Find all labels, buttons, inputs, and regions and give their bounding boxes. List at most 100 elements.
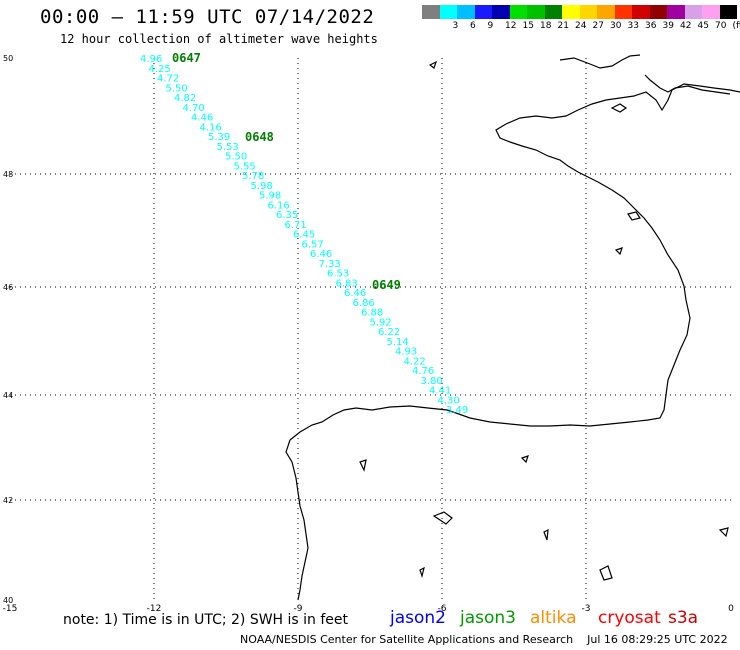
legend-label: 70 bbox=[715, 21, 727, 31]
swh-value: 5.78 bbox=[242, 171, 264, 182]
reservoir bbox=[419, 566, 425, 579]
satellite-name-cryosat: cryosat bbox=[598, 608, 661, 628]
swh-value: 6.71 bbox=[285, 220, 307, 231]
swh-value: 6.35 bbox=[276, 210, 298, 221]
swh-value: 4.46 bbox=[191, 113, 213, 124]
legend-swatch bbox=[457, 5, 475, 19]
legend-swatch bbox=[632, 5, 650, 19]
swh-value: 5.98 bbox=[259, 191, 281, 202]
legend-label: 15 bbox=[522, 21, 534, 31]
legend-swatch bbox=[597, 5, 615, 19]
y-tick-label: 48 bbox=[3, 170, 13, 179]
legend-swatch bbox=[509, 5, 527, 19]
spain-coastline bbox=[289, 171, 691, 441]
swh-value: 3.49 bbox=[446, 405, 468, 416]
legend-label: 42 bbox=[680, 21, 692, 31]
color-legend bbox=[422, 5, 737, 19]
time-label: 0648 bbox=[245, 130, 274, 144]
swh-value: 5.14 bbox=[387, 337, 409, 348]
map-title: 00:00 — 11:59 UTC 07/14/2022 bbox=[40, 6, 375, 28]
legend-swatch bbox=[667, 5, 685, 19]
satellite-name-jason2: jason2 bbox=[390, 608, 446, 628]
island bbox=[610, 103, 628, 113]
satellite-name-s3a: s3a bbox=[668, 608, 699, 628]
legend-label: 33 bbox=[627, 21, 639, 31]
swh-value: 4.30 bbox=[438, 395, 460, 406]
swh-value: 4.76 bbox=[412, 366, 434, 377]
y-tick-label: 50 bbox=[3, 54, 13, 63]
legend-label: 24 bbox=[575, 21, 587, 31]
swh-value: 4.41 bbox=[429, 386, 451, 397]
island bbox=[627, 211, 641, 221]
swh-value: 6.57 bbox=[302, 239, 324, 250]
axis-ticks: -15 -12 -9 -6 -3 0 50 48 46 44 42 40 bbox=[3, 54, 734, 614]
swh-value: 5.53 bbox=[217, 142, 239, 153]
x-tick-label: -9 bbox=[294, 604, 303, 614]
footer-note: note: 1) Time is in UTC; 2) SWH is in fe… bbox=[63, 612, 349, 628]
swh-value: 6.86 bbox=[353, 298, 375, 309]
normandy-coastline bbox=[644, 74, 731, 95]
island bbox=[614, 247, 623, 256]
swh-value: 6.16 bbox=[268, 200, 290, 211]
legend-swatch bbox=[474, 5, 492, 19]
legend-label: 30 bbox=[610, 21, 622, 31]
coastline bbox=[285, 54, 740, 601]
legend-label: 9 bbox=[487, 21, 494, 31]
france-coastline bbox=[495, 83, 740, 173]
legend-swatch bbox=[562, 5, 580, 19]
legend-label: 36 bbox=[645, 21, 657, 31]
swh-value: 6.83 bbox=[336, 278, 358, 289]
satellite-track: 4.964.254.725.504.824.704.464.165.395.53… bbox=[140, 51, 468, 416]
swh-value: 5.55 bbox=[234, 161, 256, 172]
reservoir bbox=[520, 455, 529, 464]
legend-label: 27 bbox=[592, 21, 604, 31]
legend-swatch bbox=[544, 5, 562, 19]
swh-value: 4.82 bbox=[174, 93, 196, 104]
time-label: 0649 bbox=[372, 278, 401, 292]
swh-value: 5.98 bbox=[251, 181, 273, 192]
legend-swatch bbox=[719, 5, 737, 19]
swh-value: 5.39 bbox=[208, 132, 230, 143]
y-tick-label: 42 bbox=[3, 496, 13, 505]
legend-label: 6 bbox=[470, 21, 476, 31]
y-tick-label: 44 bbox=[3, 391, 13, 400]
swh-value: 6.46 bbox=[344, 288, 366, 299]
swh-value: 5.50 bbox=[166, 83, 188, 94]
x-tick-label: -15 bbox=[3, 604, 18, 614]
swh-value: 6.46 bbox=[310, 249, 332, 260]
time-label: 0647 bbox=[172, 51, 201, 65]
swh-value: 4.96 bbox=[140, 54, 162, 65]
satellite-name-altika: altika bbox=[530, 608, 577, 628]
swh-value: 4.25 bbox=[149, 64, 171, 75]
reservoir bbox=[543, 528, 549, 541]
legend-label: 18 bbox=[540, 21, 552, 31]
legend-swatch bbox=[579, 5, 597, 19]
legend-label: 45 bbox=[697, 21, 709, 31]
swh-value: 4.22 bbox=[404, 356, 426, 367]
y-tick-label: 46 bbox=[3, 283, 13, 292]
legend-label: 3 bbox=[452, 21, 459, 31]
portugal-coastline bbox=[285, 439, 309, 601]
swh-value: 7.33 bbox=[319, 259, 341, 270]
legend-label: 21 bbox=[557, 21, 569, 31]
swh-value: 5.92 bbox=[370, 317, 392, 328]
legend-swatch bbox=[422, 5, 440, 19]
x-tick-label: -3 bbox=[582, 604, 591, 614]
reservoir bbox=[599, 565, 613, 581]
legend-swatch bbox=[439, 5, 457, 19]
swh-value: 4.70 bbox=[183, 103, 205, 114]
graticule-grid bbox=[10, 58, 731, 600]
y-tick-label: 40 bbox=[3, 596, 13, 605]
legend-label: 12 bbox=[505, 21, 517, 31]
legend-swatch bbox=[492, 5, 510, 19]
legend-swatch bbox=[527, 5, 545, 19]
swh-value: 4.93 bbox=[395, 347, 417, 358]
reservoir bbox=[718, 527, 729, 538]
swh-value: 4.16 bbox=[200, 122, 222, 133]
reservoir bbox=[432, 511, 453, 525]
reservoir bbox=[359, 459, 367, 472]
island bbox=[428, 60, 438, 69]
swh-value: 3.80 bbox=[421, 376, 443, 387]
